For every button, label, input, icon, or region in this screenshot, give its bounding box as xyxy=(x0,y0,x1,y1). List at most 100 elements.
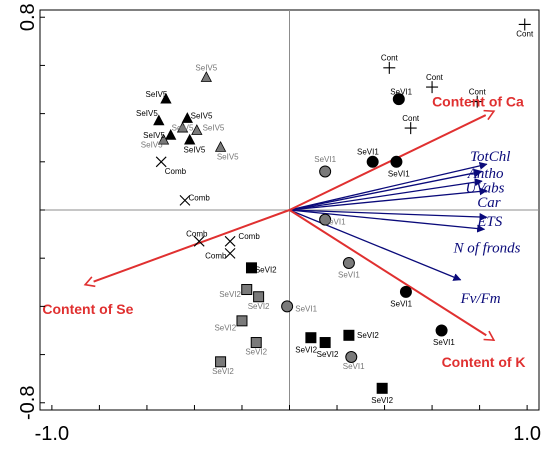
species-arrow xyxy=(289,209,462,281)
species-arrow xyxy=(289,168,483,211)
Cont-marker xyxy=(383,61,396,74)
point-label: SeVI1 xyxy=(338,271,360,280)
species-arrow-label: ETS xyxy=(476,214,503,230)
env-arrow-label: Content of K xyxy=(442,354,526,370)
point-label: SeVI2 xyxy=(317,350,339,359)
point-label: SeVI1 xyxy=(388,169,410,178)
SeVI2-marker xyxy=(376,382,388,394)
SeVI2-marker xyxy=(305,332,317,344)
SeVI1-marker xyxy=(319,165,332,178)
env-arrow-label: Content of Se xyxy=(42,301,133,317)
species-arrow xyxy=(289,187,488,211)
point-label: SeIV5 xyxy=(195,63,217,72)
Cont-marker xyxy=(426,81,439,94)
point-label: SeVI1 xyxy=(433,338,455,347)
SeVI2-marker xyxy=(343,329,355,341)
species-arrow-label: TotChl xyxy=(470,149,510,165)
Comb-marker xyxy=(224,235,236,247)
SeVI1-marker xyxy=(342,257,355,270)
x-tick-label: -1.0 xyxy=(35,423,69,445)
point-label: Cont xyxy=(469,87,487,96)
species-arrow-label: N of fronds xyxy=(452,241,520,257)
SeIV5-marker xyxy=(191,124,203,135)
Comb-marker xyxy=(224,247,236,259)
SeVI2-marker xyxy=(241,284,253,296)
SeVI2-marker xyxy=(245,262,257,274)
point-label: SeVI2 xyxy=(248,302,270,311)
SeVI2-marker xyxy=(215,356,227,368)
point-label: SeIV5 xyxy=(203,124,225,133)
point-label: SeVI1 xyxy=(390,299,412,308)
point-label: SeIV5 xyxy=(172,124,194,133)
point-label: SeVI1 xyxy=(390,87,412,96)
point-label: SeVI1 xyxy=(343,362,365,371)
point-label: SeVI1 xyxy=(314,155,336,164)
point-label: SeVI1 xyxy=(357,148,379,157)
Comb-marker xyxy=(155,156,167,168)
y-tick-label: 0.8 xyxy=(17,3,39,31)
point-label: SeIV5 xyxy=(136,109,158,118)
point-label: SeIV5 xyxy=(184,145,206,154)
env-arrow xyxy=(83,209,290,288)
species-arrow-label: UVabs xyxy=(465,180,504,196)
point-label: Cont xyxy=(426,73,444,82)
Cont-marker xyxy=(518,18,531,31)
env-arrow-label: Content of Ca xyxy=(432,94,524,110)
point-label: SeVI2 xyxy=(212,367,234,376)
species-arrow xyxy=(289,178,483,211)
point-label: Cont xyxy=(381,54,399,63)
Cont-marker xyxy=(404,122,417,135)
SeVI1-marker xyxy=(319,213,332,226)
point-label: SeVI1 xyxy=(295,304,317,313)
species-arrow-label: Fv/Fm xyxy=(460,291,501,307)
SeIV5-marker xyxy=(165,128,177,140)
SeIV5-marker xyxy=(200,71,212,82)
point-label: SeVI2 xyxy=(219,290,241,299)
SeIV5-marker xyxy=(157,133,170,145)
SeVI2-marker xyxy=(236,315,248,327)
SeIV5-marker xyxy=(176,121,189,133)
SeVI2-marker xyxy=(253,291,265,303)
SeIV5-marker xyxy=(184,133,196,145)
point-label: SeIV5 xyxy=(191,112,213,121)
point-label: SeVI1 xyxy=(324,218,346,227)
SeVI2-marker xyxy=(250,337,262,349)
SeVI1-marker xyxy=(399,285,412,298)
point-label: SeIV5 xyxy=(146,90,168,99)
point-label: Comb xyxy=(186,230,208,239)
Comb-marker xyxy=(179,194,191,206)
point-label: SeVI2 xyxy=(357,331,379,340)
x-tick-label: 1.0 xyxy=(513,423,541,445)
SeVI1-marker xyxy=(345,350,358,363)
point-label: SeVI2 xyxy=(371,396,393,405)
SeVI1-marker xyxy=(390,155,403,168)
species-arrow xyxy=(289,209,488,221)
species-arrow xyxy=(289,209,486,233)
point-label: Comb xyxy=(238,232,260,241)
point-label: Comb xyxy=(205,251,227,260)
point-label: SeVI2 xyxy=(245,348,267,357)
species-arrow xyxy=(289,161,488,211)
SeIV5-marker xyxy=(181,112,193,123)
y-tick-label: -0.8 xyxy=(17,386,39,420)
SeVI1-marker xyxy=(392,93,405,106)
point-label: SeIV5 xyxy=(217,152,239,161)
SeVI1-marker xyxy=(366,155,379,168)
Cont-marker xyxy=(471,95,484,108)
point-label: Cont xyxy=(516,30,534,39)
point-label: SeIV5 xyxy=(143,131,165,140)
SeIV5-marker xyxy=(214,140,227,152)
env-arrow xyxy=(288,209,496,342)
SeIV5-marker xyxy=(153,114,165,126)
point-label: Cont xyxy=(402,114,420,123)
Comb-marker xyxy=(193,235,205,247)
SeIV5-marker xyxy=(160,92,172,104)
SeVI1-marker xyxy=(435,324,448,337)
point-label: Comb xyxy=(165,167,187,176)
SeVI2-marker xyxy=(319,337,331,349)
point-label: SeIV5 xyxy=(141,140,163,149)
species-arrow-label: Car xyxy=(477,195,501,211)
point-label: SeVI2 xyxy=(214,324,236,333)
point-label: SeVI2 xyxy=(255,266,277,275)
